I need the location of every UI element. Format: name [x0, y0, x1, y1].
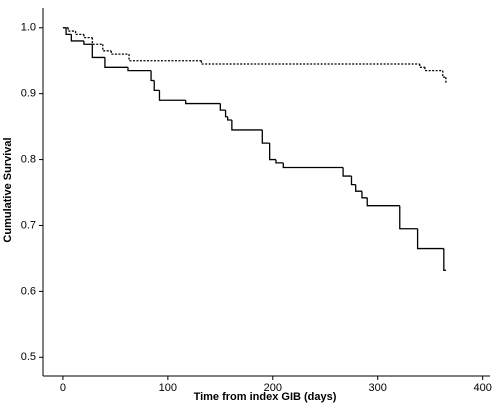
survival-step [443, 248, 446, 271]
survival-step [102, 44, 112, 52]
survival-step [416, 228, 444, 250]
survival-step [74, 31, 84, 36]
survival-step [399, 205, 418, 230]
survival-step [227, 116, 232, 121]
survival-step [442, 70, 446, 78]
y-tick-label: 0.8 [21, 153, 36, 165]
survival-step [83, 34, 93, 39]
survival-step [83, 40, 93, 45]
survival-step [158, 90, 186, 101]
survival-step [342, 167, 352, 177]
survival-step [231, 120, 263, 131]
x-tick-label: 400 [473, 382, 491, 394]
survival-step [261, 129, 270, 144]
survival-step [366, 197, 400, 207]
survival-step [219, 103, 226, 111]
survival-step [424, 67, 443, 72]
y-tick-label: 0.9 [21, 88, 36, 100]
survival-step [185, 100, 221, 105]
survival-step [128, 54, 202, 62]
survival-step [70, 34, 84, 42]
survival-step [282, 162, 344, 169]
survival-step [91, 44, 105, 59]
y-tick-label: 0.6 [21, 285, 36, 297]
survival-step [67, 27, 76, 32]
survival-step [419, 64, 425, 68]
survival-step [224, 110, 228, 118]
x-tick-label: 100 [159, 382, 177, 394]
y-axis-title: Cumulative Survival [2, 137, 14, 242]
survival-step [275, 159, 284, 164]
y-tick-label: 0.7 [21, 219, 36, 231]
survival-step [200, 60, 420, 65]
survival-step [65, 27, 72, 36]
survival-step [153, 80, 160, 92]
survival-step [268, 143, 276, 161]
survival-step [361, 191, 368, 199]
survival-step [350, 176, 356, 186]
survival-step [355, 184, 362, 192]
survival-step [127, 67, 152, 72]
x-axis-title: Time from index GIB (days) [194, 391, 337, 403]
x-tick-label: 0 [60, 382, 66, 394]
survival-step [150, 70, 155, 82]
y-tick-label: 0.5 [21, 351, 36, 363]
survival-step [110, 50, 130, 55]
x-tick-label: 300 [369, 382, 387, 394]
y-tick-label: 1.0 [21, 22, 36, 34]
x-tick-label: 200 [264, 382, 282, 394]
survival-step [104, 57, 128, 68]
survival-step [91, 37, 103, 45]
